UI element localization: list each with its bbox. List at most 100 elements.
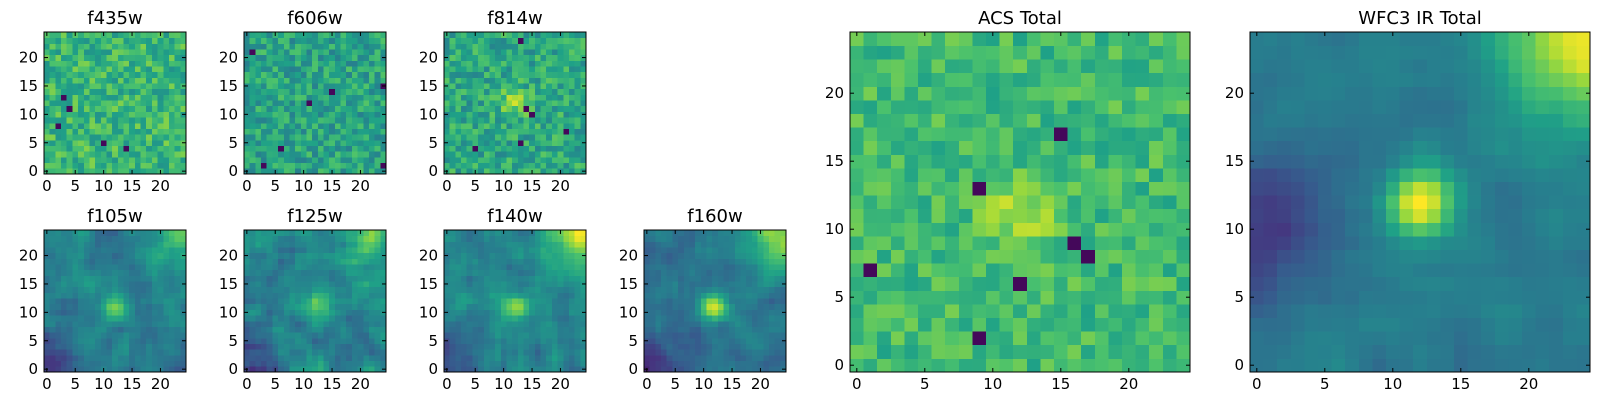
- heatmap-cell: [568, 111, 576, 118]
- heatmap-cell: [1176, 304, 1191, 318]
- heatmap-cell: [729, 303, 736, 310]
- heatmap-cell: [557, 139, 564, 146]
- heatmap-cell: [278, 32, 285, 39]
- heatmap-cell: [340, 168, 347, 175]
- heatmap-cell: [380, 343, 387, 350]
- heatmap-cell: [357, 303, 364, 310]
- heatmap-cell: [106, 66, 113, 73]
- heatmap-cell: [134, 315, 141, 322]
- heatmap-cell: [1081, 304, 1096, 318]
- heatmap-cell: [261, 247, 268, 254]
- heatmap-cell: [174, 349, 181, 356]
- heatmap-cell: [689, 298, 696, 305]
- heatmap-cell: [478, 105, 485, 112]
- heatmap-cell: [283, 43, 290, 50]
- y-tick-label: 20: [19, 49, 38, 67]
- heatmap-cell: [49, 258, 56, 265]
- heatmap-cell: [986, 358, 1000, 373]
- heatmap-cell: [580, 247, 587, 254]
- heatmap-cell: [317, 156, 324, 164]
- heatmap-cell: [283, 309, 290, 316]
- heatmap-cell: [312, 162, 319, 169]
- heatmap-cell: [774, 326, 781, 333]
- heatmap-cell: [323, 145, 330, 152]
- heatmap-cell: [557, 258, 564, 265]
- heatmap-cell: [655, 303, 662, 310]
- heatmap-cell: [449, 83, 456, 90]
- heatmap-cell: [255, 151, 262, 158]
- heatmap-cell: [1040, 249, 1055, 264]
- y-tick-label: 10: [419, 303, 438, 321]
- heatmap-cell: [972, 195, 987, 210]
- heatmap-cell: [323, 100, 330, 107]
- heatmap-cell: [500, 66, 507, 73]
- heatmap-cell: [112, 71, 119, 78]
- heatmap-cell: [134, 269, 141, 276]
- heatmap-cell: [266, 275, 273, 282]
- heatmap-cell: [495, 343, 502, 350]
- heatmap-cell: [100, 241, 107, 248]
- heatmap-cell: [78, 139, 85, 146]
- heatmap-cell: [540, 303, 547, 310]
- heatmap-cell: [374, 32, 381, 39]
- heatmap-cell: [340, 49, 347, 56]
- heatmap-cell: [329, 269, 336, 276]
- heatmap-cell: [266, 320, 273, 327]
- heatmap-cell: [168, 303, 176, 310]
- heatmap-cell: [449, 117, 456, 124]
- heatmap-cell: [580, 43, 587, 50]
- heatmap-cell: [83, 292, 90, 299]
- heatmap-cell: [489, 71, 496, 78]
- heatmap-cell: [517, 151, 524, 158]
- heatmap-cell: [517, 83, 524, 90]
- heatmap-cell: [574, 37, 581, 44]
- heatmap-cell: [117, 83, 124, 90]
- heatmap-cell: [261, 235, 268, 242]
- heatmap-cell: [683, 320, 690, 327]
- heatmap-cell: [61, 366, 68, 373]
- heatmap-cell: [557, 264, 564, 271]
- heatmap-cell: [174, 326, 181, 333]
- heatmap-cell: [312, 303, 319, 310]
- heatmap-cell: [140, 105, 147, 112]
- heatmap-cell: [55, 315, 62, 322]
- heatmap-cell: [117, 315, 124, 322]
- heatmap-cell: [551, 105, 558, 112]
- heatmap-cell: [157, 128, 164, 135]
- heatmap-cell: [774, 360, 781, 367]
- heatmap-cell: [140, 258, 147, 265]
- heatmap-cell: [346, 275, 353, 282]
- heatmap-cell: [174, 32, 181, 39]
- heatmap-cell: [151, 303, 158, 310]
- heatmap-cell: [312, 354, 319, 362]
- heatmap-cell: [78, 337, 85, 344]
- heatmap-cell: [740, 343, 747, 350]
- heatmap-cell: [44, 315, 51, 322]
- heatmap-cell: [83, 320, 90, 327]
- heatmap-cell: [751, 343, 758, 350]
- heatmap-cell: [644, 354, 651, 362]
- y-tick-label: 0: [228, 162, 238, 180]
- heatmap-cell: [489, 258, 496, 265]
- heatmap-cell: [534, 37, 541, 44]
- heatmap-cell: [557, 37, 564, 44]
- heatmap-cell: [374, 360, 381, 367]
- heatmap-cell: [340, 258, 347, 265]
- heatmap-cell: [151, 332, 158, 339]
- heatmap-cell: [695, 315, 702, 322]
- heatmap-cell: [66, 168, 73, 175]
- heatmap-cell: [757, 241, 764, 248]
- heatmap-cell: [163, 168, 170, 175]
- heatmap-cell: [740, 309, 747, 316]
- heatmap-cell: [174, 49, 181, 56]
- heatmap-cell: [644, 303, 651, 310]
- heatmap-cell: [455, 122, 462, 129]
- heatmap-cell: [529, 281, 536, 288]
- heatmap-cell: [568, 94, 576, 101]
- heatmap-cell: [329, 156, 336, 164]
- heatmap-cell: [689, 281, 696, 288]
- heatmap-cell: [918, 168, 932, 182]
- heatmap-cell: [683, 354, 690, 362]
- heatmap-cell: [972, 290, 987, 305]
- heatmap-cell: [551, 145, 558, 152]
